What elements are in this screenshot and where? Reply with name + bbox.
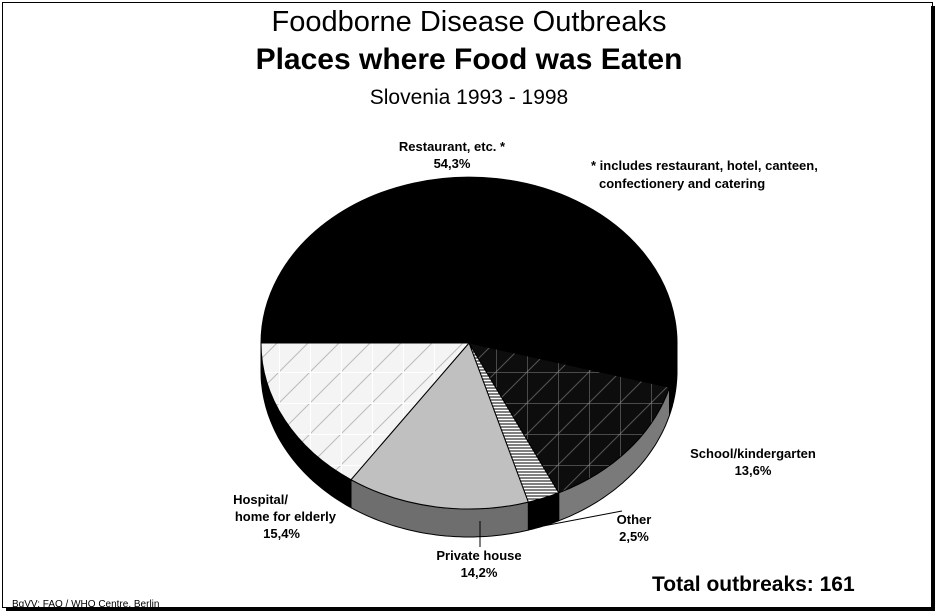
- slice-label-school: School/kindergarten 13,6%: [669, 445, 837, 479]
- slice-label-restaurant-name: Restaurant, etc. *: [398, 139, 506, 154]
- frame-shadow-bottom: [6, 607, 935, 611]
- pie-slice-private: [350, 342, 529, 510]
- leader-other: [543, 510, 623, 527]
- chart-subtitle: Places where Food was Eaten: [255, 43, 683, 76]
- frame-shadow-right: [931, 6, 935, 611]
- pie-slices: [260, 176, 678, 510]
- slice-label-restaurant-value: 54,3%: [433, 156, 471, 171]
- slice-label-other-value: 2,5%: [619, 529, 649, 544]
- slice-label-hospital-line-1: Hospital/: [233, 492, 288, 507]
- slice-label-restaurant: Restaurant, etc. * 54,3%: [382, 138, 522, 172]
- chart-title: Foodborne Disease Outbreaks: [271, 6, 667, 38]
- pie-sides: [260, 342, 678, 538]
- pie-slice-school: [467, 342, 671, 494]
- footnote: * includes restaurant, hotel, canteen, c…: [591, 157, 818, 193]
- source-credit: BgVV: FAO / WHO Centre, Berlin: [12, 599, 160, 610]
- slice-label-hospital-value: 15,4%: [263, 526, 300, 541]
- footnote-line-2: confectionery and catering: [599, 176, 766, 191]
- slice-label-hospital: Hospital/ home for elderly 15,4%: [186, 491, 336, 542]
- slice-label-private-value: 14,2%: [460, 565, 498, 580]
- slice-label-private: Private house 14,2%: [424, 547, 534, 581]
- slice-label-school-name: School/kindergarten: [690, 446, 816, 461]
- chart-period: Slovenia 1993 - 1998: [369, 86, 569, 109]
- footnote-line-1: * includes restaurant, hotel, canteen,: [591, 158, 818, 173]
- slice-label-other-name: Other: [616, 512, 652, 527]
- slice-label-private-name: Private house: [436, 548, 522, 563]
- slice-label-other: Other 2,5%: [599, 511, 669, 545]
- pie-slice-restaurant: [260, 176, 678, 388]
- slice-label-school-value: 13,6%: [734, 463, 772, 478]
- slice-label-hospital-line-2: home for elderly: [234, 509, 336, 524]
- pie-slice-hospital: [260, 342, 471, 481]
- label-leaders: [479, 510, 623, 547]
- total-outbreaks: Total outbreaks: 161: [652, 573, 855, 596]
